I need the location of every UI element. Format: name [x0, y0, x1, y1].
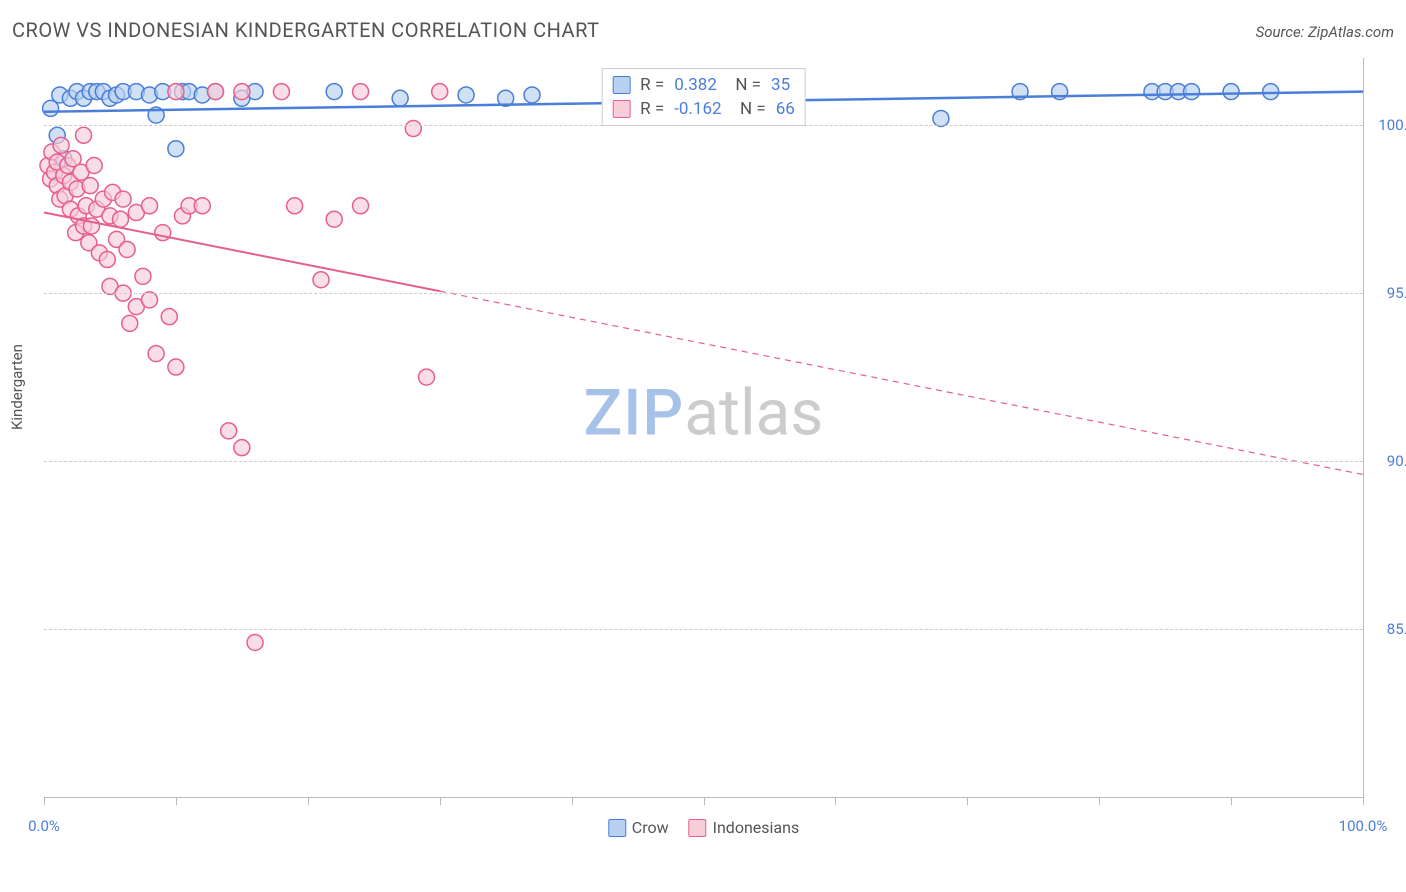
data-point — [168, 84, 184, 100]
x-tick — [967, 797, 968, 805]
data-point — [207, 84, 223, 100]
y-tick-label: 85.0% — [1387, 620, 1406, 638]
data-point — [326, 211, 342, 227]
legend-stats-row: R = -0.162 N = 66 — [612, 97, 795, 121]
legend-series-name: Crow — [632, 818, 669, 837]
data-point — [168, 359, 184, 375]
legend-r-label: R = — [640, 99, 664, 119]
x-tick — [704, 797, 705, 805]
legend-r-label: R = — [640, 75, 664, 95]
data-point — [313, 272, 329, 288]
data-point — [353, 84, 369, 100]
x-tick — [1363, 797, 1364, 805]
data-point — [142, 292, 158, 308]
data-point — [287, 198, 303, 214]
legend-n-label: N = — [732, 99, 766, 119]
data-point — [273, 84, 289, 100]
legend-r-value: -0.162 — [674, 99, 721, 119]
data-point — [405, 121, 421, 137]
legend-n-value: 66 — [776, 99, 795, 119]
gridline — [44, 461, 1363, 462]
data-point — [82, 178, 98, 194]
legend-stats: R = 0.382 N = 35R = -0.162 N = 66 — [601, 68, 806, 126]
legend-series-name: Indonesians — [713, 818, 800, 837]
y-tick-label: 90.0% — [1387, 452, 1406, 470]
data-point — [1223, 84, 1239, 100]
y-tick-label: 100.0% — [1378, 116, 1406, 134]
y-axis-label: Kindergarten — [8, 344, 26, 430]
gridline — [44, 293, 1363, 294]
x-tick — [1231, 797, 1232, 805]
x-tick-label: 100.0% — [1339, 817, 1388, 835]
x-tick-label: 0.0% — [28, 817, 60, 835]
data-point — [432, 84, 448, 100]
data-point — [53, 137, 69, 153]
data-point — [119, 241, 135, 257]
legend-n-value: 35 — [771, 75, 790, 95]
chart-header: CROW VS INDONESIAN KINDERGARTEN CORRELAT… — [0, 0, 1406, 52]
data-point — [194, 198, 210, 214]
chart-source: Source: ZipAtlas.com — [1256, 23, 1394, 41]
data-point — [99, 252, 115, 268]
data-point — [168, 141, 184, 157]
data-point — [419, 369, 435, 385]
legend-swatch — [612, 100, 630, 118]
data-point — [142, 198, 158, 214]
data-point — [1184, 84, 1200, 100]
trend-line-dashed — [440, 291, 1363, 474]
data-point — [122, 315, 138, 331]
data-point — [326, 84, 342, 100]
data-point — [524, 87, 540, 103]
data-point — [76, 127, 92, 143]
data-point — [234, 84, 250, 100]
data-point — [933, 110, 949, 126]
gridline — [44, 629, 1363, 630]
data-point — [148, 346, 164, 362]
x-tick — [440, 797, 441, 805]
chart-svg — [44, 58, 1363, 797]
x-tick — [835, 797, 836, 805]
legend-swatch — [608, 819, 626, 837]
legend-r-value: 0.382 — [674, 75, 717, 95]
data-point — [113, 211, 129, 227]
x-tick — [44, 797, 45, 805]
gridline — [44, 125, 1363, 126]
legend-n-label: N = — [727, 75, 761, 95]
chart-title: CROW VS INDONESIAN KINDERGARTEN CORRELAT… — [12, 18, 600, 42]
data-point — [234, 440, 250, 456]
data-point — [1263, 84, 1279, 100]
chart-plot-area: ZIPatlas R = 0.382 N = 35R = -0.162 N = … — [44, 58, 1364, 798]
data-point — [353, 198, 369, 214]
data-point — [458, 87, 474, 103]
data-point — [135, 268, 151, 284]
x-tick — [572, 797, 573, 805]
x-tick — [308, 797, 309, 805]
data-point — [392, 90, 408, 106]
legend-bottom-item: Crow — [608, 818, 669, 837]
legend-bottom-item: Indonesians — [689, 818, 800, 837]
legend-stats-row: R = 0.382 N = 35 — [612, 73, 795, 97]
data-point — [161, 309, 177, 325]
legend-bottom: Crow Indonesians — [608, 818, 799, 837]
x-tick — [176, 797, 177, 805]
y-tick-label: 95.0% — [1387, 284, 1406, 302]
legend-swatch — [689, 819, 707, 837]
x-tick — [1099, 797, 1100, 805]
data-point — [86, 157, 102, 173]
data-point — [155, 225, 171, 241]
data-point — [221, 423, 237, 439]
data-point — [247, 634, 263, 650]
legend-swatch — [612, 76, 630, 94]
data-point — [115, 191, 131, 207]
